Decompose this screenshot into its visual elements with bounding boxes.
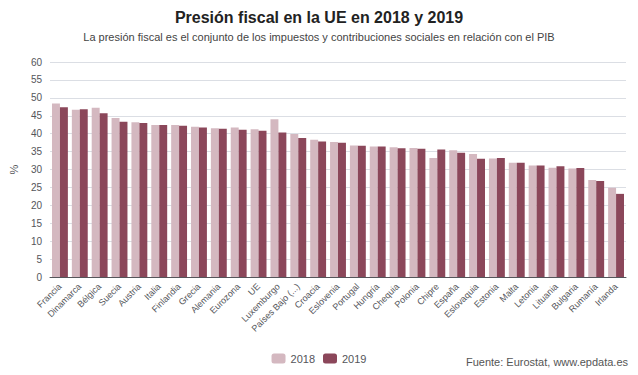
svg-text:Chipre: Chipre — [415, 281, 441, 308]
svg-text:Austria: Austria — [116, 281, 143, 308]
svg-text:Grecia: Grecia — [176, 281, 203, 308]
svg-text:La presión fiscal es el conjun: La presión fiscal es el conjunto de los … — [83, 31, 554, 43]
svg-text:Luxemburgo: Luxemburgo — [239, 281, 282, 324]
svg-text:Polonia: Polonia — [393, 281, 421, 309]
svg-text:Alemania: Alemania — [188, 281, 223, 315]
svg-text:20: 20 — [31, 200, 43, 211]
svg-text:35: 35 — [31, 146, 43, 157]
svg-text:Países Bajo (...): Países Bajo (...) — [250, 281, 302, 333]
svg-text:Presión fiscal en la UE en 201: Presión fiscal en la UE en 2018 y 2019 — [175, 9, 463, 26]
svg-text:Bulgaria: Bulgaria — [549, 281, 580, 312]
svg-text:UE: UE — [246, 281, 262, 297]
svg-text:Lituania: Lituania — [530, 281, 560, 311]
svg-text:España: España — [432, 281, 461, 311]
svg-text:50: 50 — [31, 92, 43, 103]
svg-text:Portugal: Portugal — [330, 281, 362, 313]
svg-text:Italia: Italia — [142, 281, 163, 302]
svg-text:25: 25 — [31, 182, 43, 193]
svg-text:60: 60 — [31, 57, 43, 68]
svg-text:Fuente: Eurostat, www.epdata.e: Fuente: Eurostat, www.epdata.es — [466, 356, 629, 368]
svg-text:Estonia: Estonia — [472, 281, 500, 309]
svg-text:45: 45 — [31, 110, 43, 121]
svg-text:2018: 2018 — [291, 353, 315, 365]
svg-text:5: 5 — [36, 254, 42, 265]
svg-text:Malta: Malta — [497, 281, 521, 305]
svg-text:Eslovaquia: Eslovaquia — [442, 281, 481, 320]
svg-text:Irlanda: Irlanda — [593, 281, 620, 308]
svg-text:Croacia: Croacia — [292, 281, 322, 311]
svg-text:Rumanía: Rumanía — [566, 281, 600, 315]
svg-text:Francia: Francia — [35, 281, 64, 310]
svg-text:Suecia: Suecia — [96, 281, 124, 308]
svg-text:Eurozona: Eurozona — [208, 281, 242, 315]
svg-text:40: 40 — [31, 128, 43, 139]
svg-text:Finlandia: Finlandia — [149, 281, 183, 315]
svg-text:55: 55 — [31, 74, 43, 85]
svg-text:Letonia: Letonia — [512, 281, 541, 310]
svg-text:Dinamarca: Dinamarca — [45, 281, 84, 320]
svg-text:0: 0 — [36, 272, 42, 283]
svg-text:Chequia: Chequia — [370, 281, 402, 313]
svg-text:Hungría: Hungría — [351, 281, 382, 312]
svg-text:10: 10 — [31, 236, 43, 247]
svg-text:%: % — [8, 164, 20, 174]
svg-text:30: 30 — [31, 164, 43, 175]
svg-text:Eslovenia: Eslovenia — [306, 281, 342, 317]
svg-text:2019: 2019 — [342, 353, 366, 365]
svg-text:Bélgica: Bélgica — [75, 281, 103, 309]
svg-text:15: 15 — [31, 218, 43, 229]
